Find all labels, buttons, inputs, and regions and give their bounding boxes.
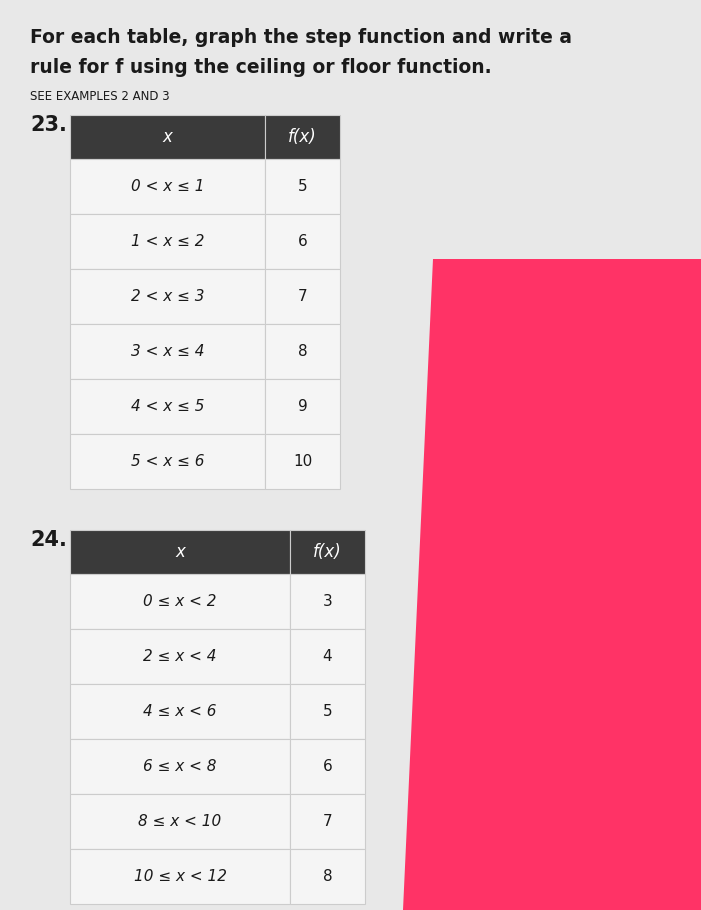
Text: 0 < x ≤ 1: 0 < x ≤ 1	[131, 179, 204, 194]
Text: f(x): f(x)	[313, 543, 342, 561]
FancyBboxPatch shape	[265, 434, 340, 489]
Text: 7: 7	[322, 814, 332, 829]
Text: 2 ≤ x < 4: 2 ≤ x < 4	[143, 649, 217, 664]
FancyBboxPatch shape	[70, 324, 265, 379]
FancyBboxPatch shape	[290, 739, 365, 794]
Text: 5: 5	[298, 179, 307, 194]
Text: 1 < x ≤ 2: 1 < x ≤ 2	[131, 234, 204, 249]
FancyBboxPatch shape	[70, 115, 265, 159]
Text: 8: 8	[298, 344, 307, 359]
FancyBboxPatch shape	[265, 115, 340, 159]
FancyBboxPatch shape	[70, 530, 290, 574]
Text: 6: 6	[322, 759, 332, 774]
FancyBboxPatch shape	[265, 324, 340, 379]
Text: 0 ≤ x < 2: 0 ≤ x < 2	[143, 594, 217, 609]
FancyBboxPatch shape	[265, 159, 340, 214]
FancyBboxPatch shape	[70, 159, 265, 214]
Text: 4: 4	[322, 649, 332, 664]
Text: 5 < x ≤ 6: 5 < x ≤ 6	[131, 454, 204, 469]
Text: 4 ≤ x < 6: 4 ≤ x < 6	[143, 704, 217, 719]
Text: 5: 5	[322, 704, 332, 719]
FancyBboxPatch shape	[70, 269, 265, 324]
Text: x: x	[163, 128, 172, 146]
Text: SEE EXAMPLES 2 AND 3: SEE EXAMPLES 2 AND 3	[30, 90, 170, 103]
Text: 7: 7	[298, 289, 307, 304]
FancyBboxPatch shape	[70, 379, 265, 434]
Text: 23.: 23.	[30, 115, 67, 135]
Text: 10 ≤ x < 12: 10 ≤ x < 12	[133, 869, 226, 884]
Text: 6: 6	[298, 234, 307, 249]
Text: 8: 8	[322, 869, 332, 884]
FancyBboxPatch shape	[70, 849, 290, 904]
FancyBboxPatch shape	[290, 849, 365, 904]
Text: For each table, graph the step function and write a: For each table, graph the step function …	[30, 28, 572, 47]
Text: x: x	[175, 543, 185, 561]
Text: 10: 10	[293, 454, 312, 469]
Text: 6 ≤ x < 8: 6 ≤ x < 8	[143, 759, 217, 774]
FancyBboxPatch shape	[70, 574, 290, 629]
Text: f(x): f(x)	[288, 128, 317, 146]
FancyBboxPatch shape	[290, 574, 365, 629]
FancyBboxPatch shape	[70, 214, 265, 269]
FancyBboxPatch shape	[70, 434, 265, 489]
Text: 4 < x ≤ 5: 4 < x ≤ 5	[131, 399, 204, 414]
Text: 3: 3	[322, 594, 332, 609]
FancyBboxPatch shape	[290, 530, 365, 574]
Text: 3 < x ≤ 4: 3 < x ≤ 4	[131, 344, 204, 359]
Text: 8 ≤ x < 10: 8 ≤ x < 10	[138, 814, 222, 829]
FancyBboxPatch shape	[265, 379, 340, 434]
FancyBboxPatch shape	[70, 684, 290, 739]
Text: 2 < x ≤ 3: 2 < x ≤ 3	[131, 289, 204, 304]
Text: 9: 9	[298, 399, 307, 414]
Text: rule for f using the ceiling or floor function.: rule for f using the ceiling or floor fu…	[30, 58, 491, 77]
FancyBboxPatch shape	[290, 684, 365, 739]
FancyBboxPatch shape	[290, 794, 365, 849]
FancyBboxPatch shape	[70, 739, 290, 794]
Text: 24.: 24.	[30, 530, 67, 550]
FancyBboxPatch shape	[290, 629, 365, 684]
FancyBboxPatch shape	[265, 269, 340, 324]
FancyBboxPatch shape	[70, 794, 290, 849]
FancyBboxPatch shape	[265, 214, 340, 269]
Polygon shape	[403, 259, 701, 910]
FancyBboxPatch shape	[70, 629, 290, 684]
